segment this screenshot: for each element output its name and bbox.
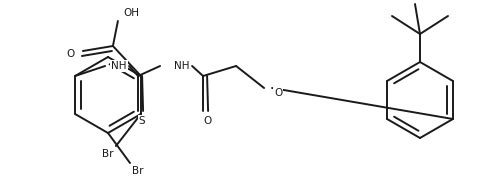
Text: O: O	[202, 116, 211, 126]
Text: O: O	[67, 49, 75, 59]
Text: NH: NH	[174, 61, 189, 71]
Text: Br: Br	[132, 166, 143, 176]
Text: O: O	[274, 88, 282, 98]
Text: NH: NH	[111, 61, 127, 71]
Text: S: S	[138, 116, 145, 126]
Text: Br: Br	[102, 149, 114, 159]
Text: OH: OH	[123, 8, 139, 18]
